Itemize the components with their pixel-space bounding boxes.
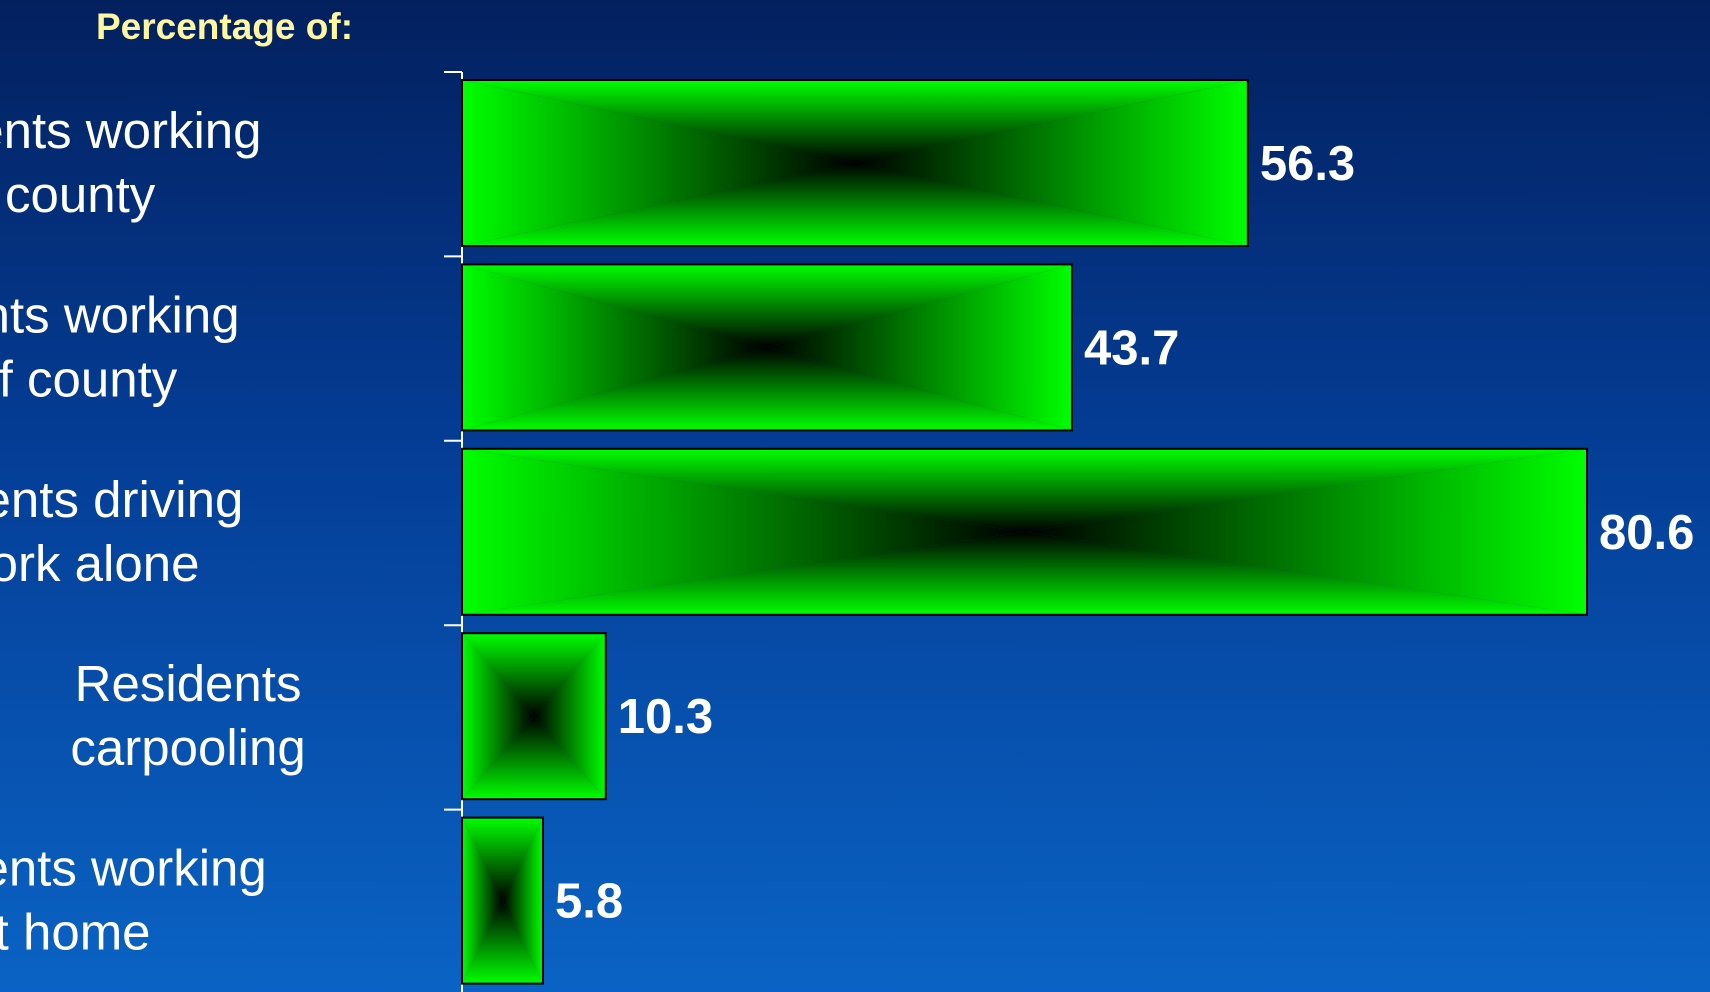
bar-outline xyxy=(461,79,1249,247)
value-labels: 56.3 43.7 80.6 10.3 5.8 xyxy=(555,137,1694,929)
category-labels: Residents workingin countyResidents work… xyxy=(0,102,306,961)
category-label-line: Residents xyxy=(75,655,302,712)
value-label: 10.3 xyxy=(618,690,713,744)
bar xyxy=(461,79,1249,247)
bar-outline xyxy=(461,263,1073,432)
bar xyxy=(461,816,544,985)
category-label: Residents working at home xyxy=(0,840,267,961)
category-label-line: out of county xyxy=(0,350,178,407)
bars xyxy=(461,79,1588,985)
bar-outline xyxy=(461,447,1588,616)
category-label: Residents driving to work alone xyxy=(0,471,243,592)
category-label: Residents working out of county xyxy=(0,286,240,407)
bar xyxy=(461,263,1073,432)
category-label: Residents carpooling xyxy=(70,655,305,776)
value-label: 56.3 xyxy=(1260,137,1355,191)
category-label-line: Residents working xyxy=(0,286,240,343)
category-label-line: Residents working xyxy=(0,840,267,897)
category-label-line: in county xyxy=(0,166,156,223)
category-label: Residents working in county xyxy=(0,102,262,223)
category-label-line: carpooling xyxy=(70,719,305,776)
bar-outline xyxy=(461,632,607,801)
bar xyxy=(461,447,1588,616)
chart-title: Percentage of: xyxy=(96,6,353,47)
category-label-line: Residents working xyxy=(0,102,262,159)
y-axis xyxy=(444,71,463,992)
value-label: 80.6 xyxy=(1599,506,1694,560)
value-label: 5.8 xyxy=(555,875,623,929)
bar xyxy=(461,632,607,801)
category-label-line: to work alone xyxy=(0,535,199,592)
value-label: 43.7 xyxy=(1084,321,1179,375)
bar-outline xyxy=(461,816,544,985)
category-label-line: at home xyxy=(0,904,151,961)
category-label-line: Residents driving xyxy=(0,471,243,528)
